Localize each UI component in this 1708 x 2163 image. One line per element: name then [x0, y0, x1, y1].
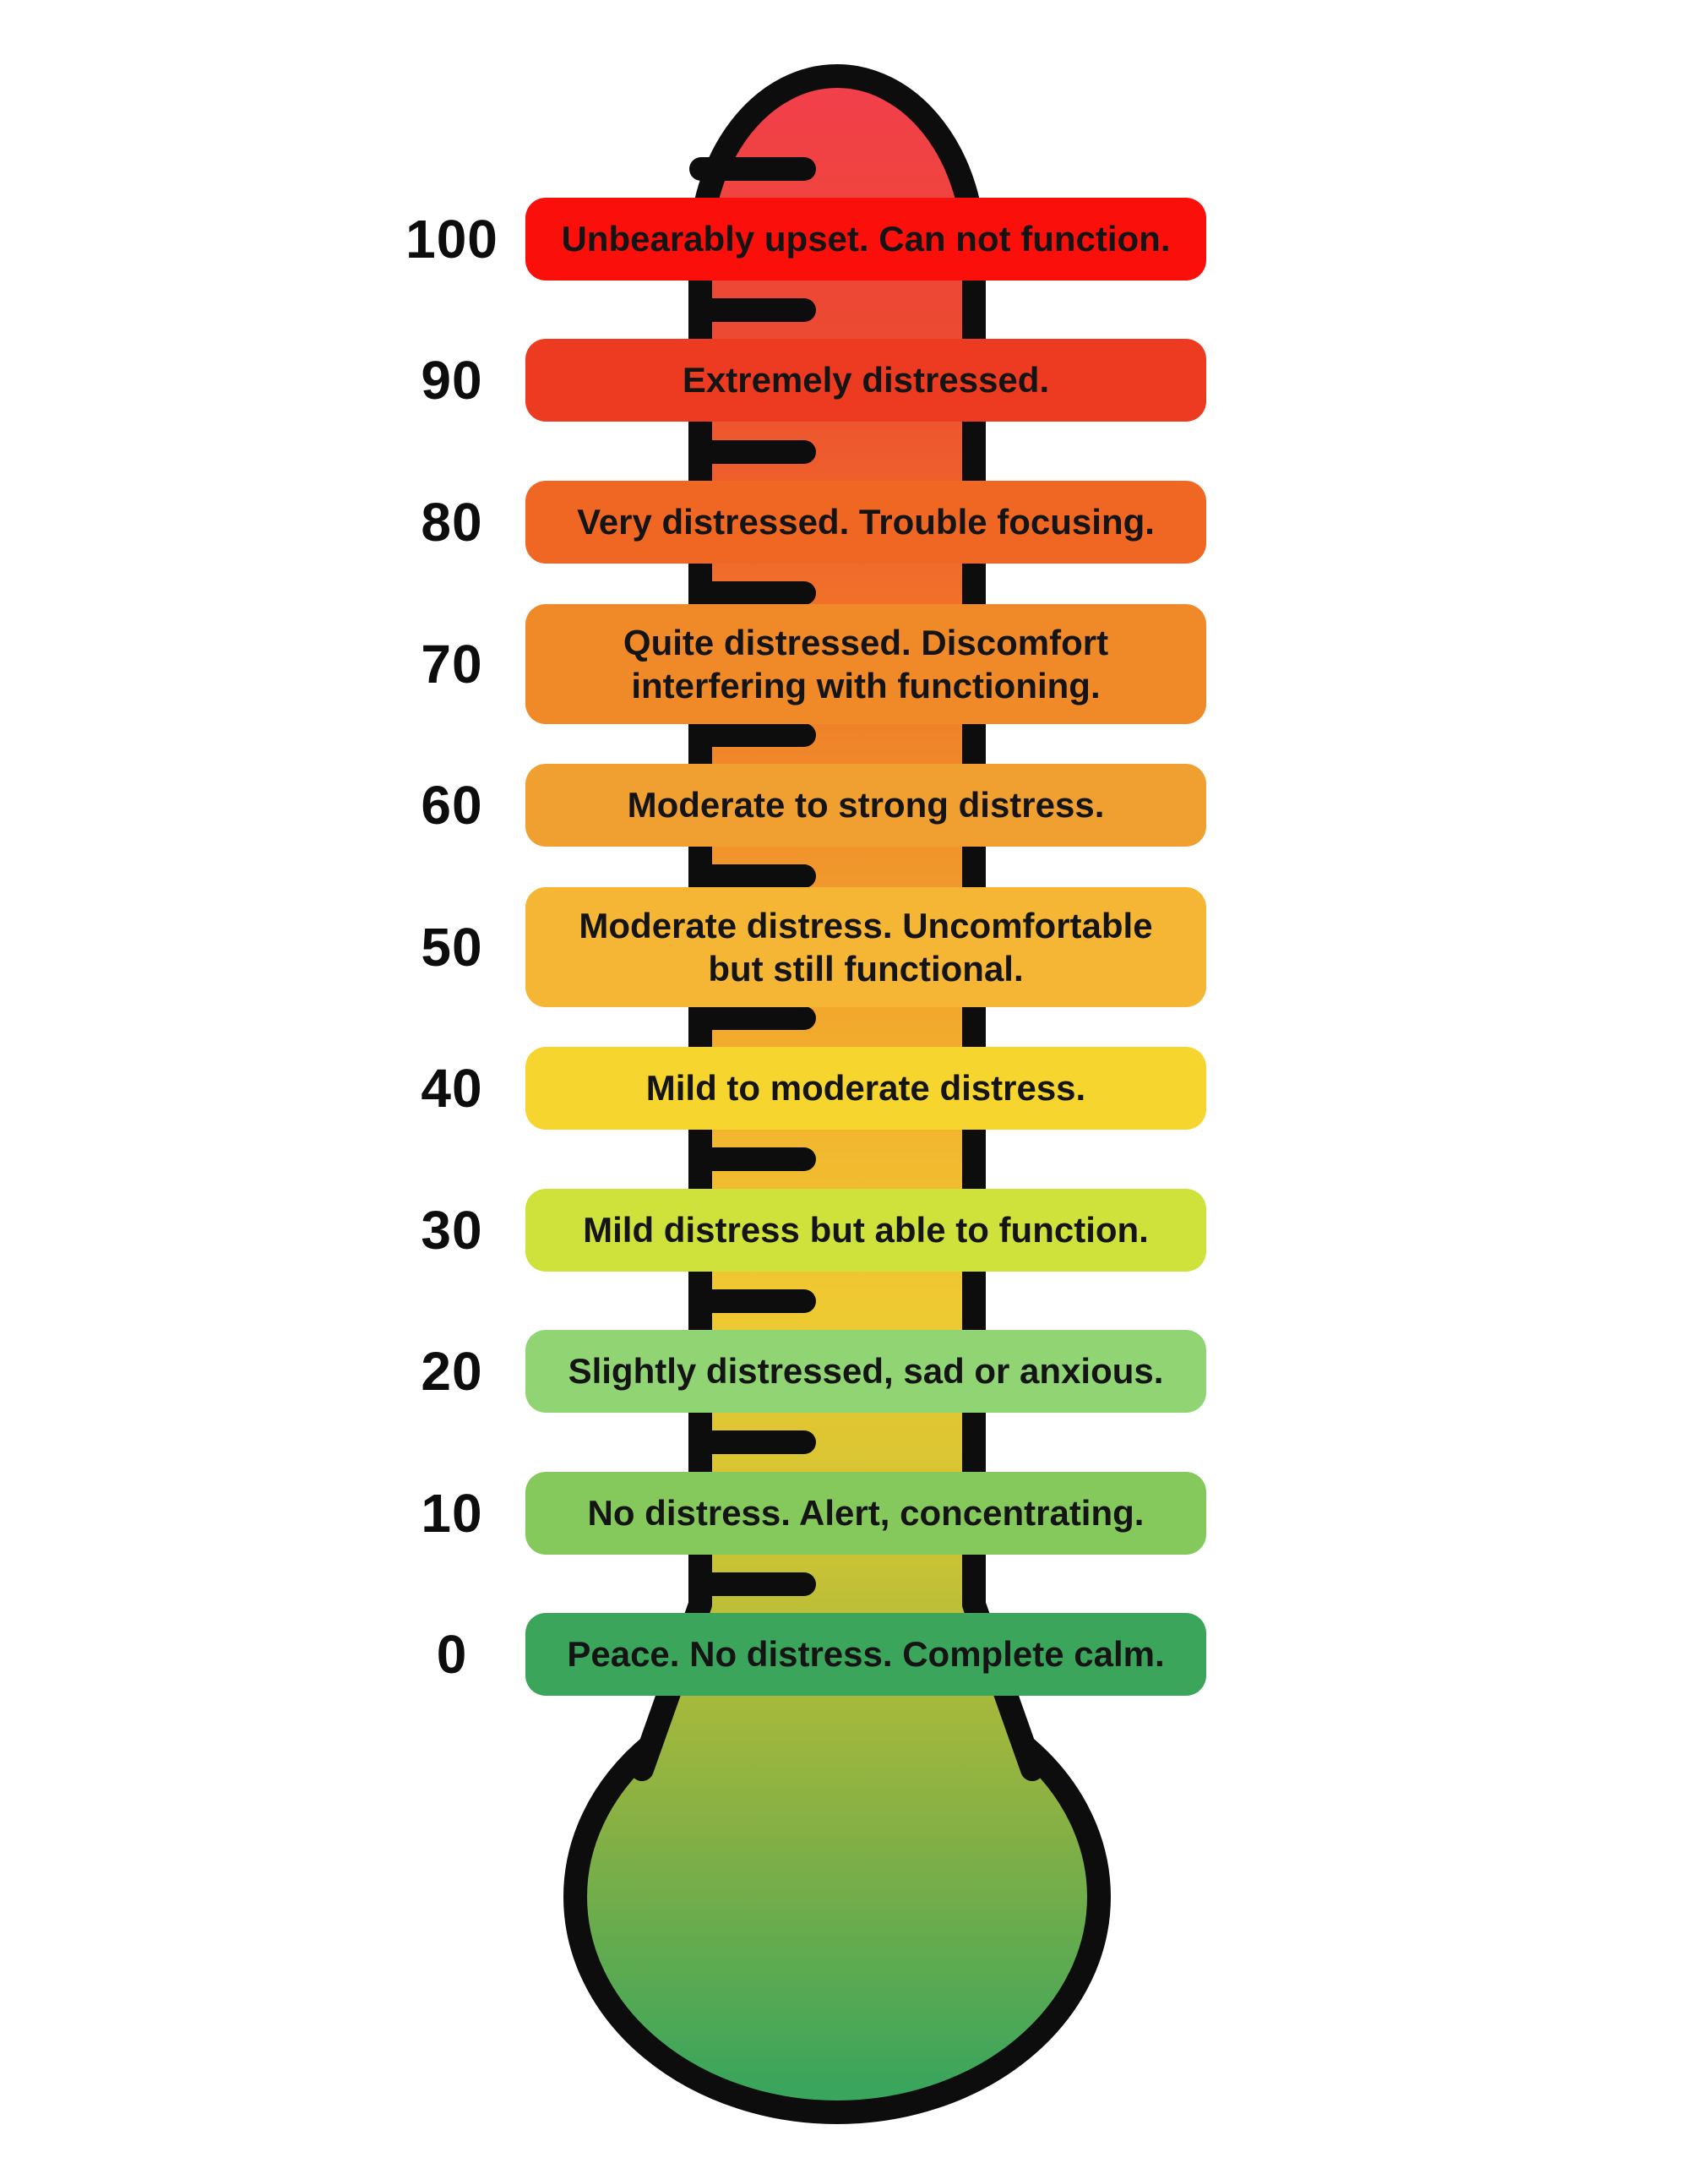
tick-mark — [689, 157, 816, 181]
thermometer-tube-outline — [630, 64, 1044, 1781]
tick-mark — [689, 723, 816, 747]
tick-mark — [689, 864, 816, 888]
thermometer-tick-marks — [689, 157, 816, 1596]
level-value-50: 50 — [421, 917, 483, 978]
level-label-80: Very distressed. Trouble focusing. — [577, 502, 1155, 542]
level-banner-20: Slightly distressed, sad or anxious. — [525, 1330, 1206, 1413]
level-banner-10: No distress. Alert, concentrating. — [525, 1472, 1206, 1555]
level-value-0: 0 — [436, 1624, 468, 1685]
level-label-70: Quite distressed. Discomfort interfering… — [623, 622, 1109, 706]
tick-mark — [689, 1006, 816, 1030]
level-value-80: 80 — [421, 492, 483, 553]
level-value-20: 20 — [421, 1341, 483, 1402]
level-label-40: Mild to moderate distress. — [645, 1068, 1086, 1109]
level-banner-90: Extremely distressed. — [525, 339, 1206, 422]
level-label-30: Mild distress but able to function. — [583, 1210, 1149, 1250]
level-label-60: Moderate to strong distress. — [627, 785, 1105, 825]
tick-mark — [689, 1572, 816, 1596]
level-banner-0: Peace. No distress. Complete calm. — [525, 1613, 1206, 1696]
level-label-10: No distress. Alert, concentrating. — [587, 1493, 1145, 1534]
level-value-90: 90 — [421, 350, 483, 411]
level-value-100: 100 — [405, 209, 498, 270]
level-banner-70: Quite distressed. Discomfort interfering… — [525, 604, 1206, 724]
level-value-40: 40 — [421, 1058, 483, 1119]
tick-mark — [689, 1430, 816, 1454]
level-banner-100: Unbearably upset. Can not function. — [525, 198, 1206, 281]
tick-mark — [689, 1289, 816, 1313]
level-banner-50: Moderate distress. Uncomfortable but sti… — [525, 887, 1206, 1007]
level-label-90: Extremely distressed. — [682, 360, 1050, 400]
level-label-20: Slightly distressed, sad or anxious. — [568, 1351, 1164, 1392]
level-banner-60: Moderate to strong distress. — [525, 764, 1206, 847]
level-banner-30: Mild distress but able to function. — [525, 1189, 1206, 1272]
tick-mark — [689, 440, 816, 464]
level-value-30: 30 — [421, 1200, 483, 1261]
level-label-0: Peace. No distress. Complete calm. — [567, 1634, 1165, 1675]
level-label-50: Moderate distress. Uncomfortable but sti… — [579, 905, 1153, 989]
level-value-60: 60 — [421, 775, 483, 836]
level-label-100: Unbearably upset. Can not function. — [561, 219, 1171, 259]
level-banner-40: Mild to moderate distress. — [525, 1047, 1206, 1130]
level-value-10: 10 — [421, 1483, 483, 1544]
level-banner-80: Very distressed. Trouble focusing. — [525, 481, 1206, 564]
tick-mark — [689, 1147, 816, 1171]
level-value-70: 70 — [421, 634, 483, 695]
tick-mark — [689, 298, 816, 322]
tick-mark — [689, 581, 816, 605]
